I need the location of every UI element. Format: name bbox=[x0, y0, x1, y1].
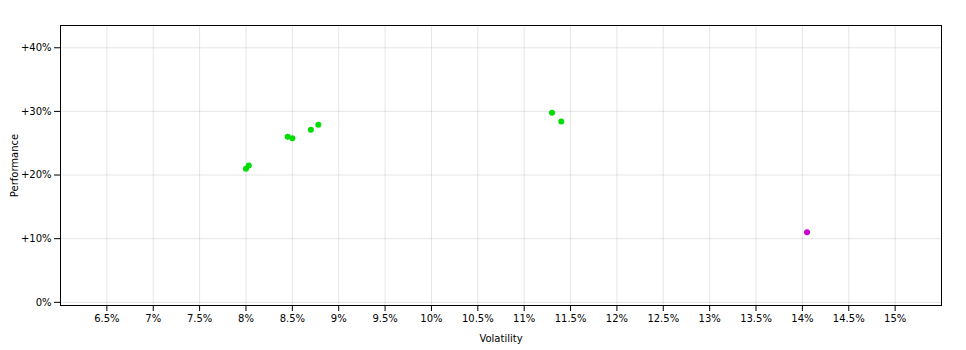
svg-text:10%: 10% bbox=[420, 313, 442, 324]
svg-text:13.5%: 13.5% bbox=[740, 313, 772, 324]
svg-text:12%: 12% bbox=[606, 313, 628, 324]
svg-text:11%: 11% bbox=[513, 313, 535, 324]
svg-text:0%: 0% bbox=[36, 297, 52, 308]
svg-text:14%: 14% bbox=[791, 313, 813, 324]
svg-text:12.5%: 12.5% bbox=[647, 313, 679, 324]
svg-text:7%: 7% bbox=[145, 313, 161, 324]
svg-text:Performance: Performance bbox=[9, 134, 20, 197]
svg-text:+20%: +20% bbox=[21, 169, 52, 180]
svg-text:8%: 8% bbox=[238, 313, 254, 324]
svg-text:9.5%: 9.5% bbox=[372, 313, 397, 324]
svg-text:+40%: +40% bbox=[21, 42, 52, 53]
svg-text:Volatility: Volatility bbox=[479, 333, 522, 344]
svg-text:10.5%: 10.5% bbox=[462, 313, 494, 324]
svg-text:7.5%: 7.5% bbox=[187, 313, 212, 324]
svg-text:+30%: +30% bbox=[21, 106, 52, 117]
svg-text:11.5%: 11.5% bbox=[555, 313, 587, 324]
svg-text:13%: 13% bbox=[699, 313, 721, 324]
svg-text:+10%: +10% bbox=[21, 233, 52, 244]
svg-text:8.5%: 8.5% bbox=[280, 313, 305, 324]
svg-text:15%: 15% bbox=[884, 313, 906, 324]
svg-text:6.5%: 6.5% bbox=[94, 313, 119, 324]
svg-text:9%: 9% bbox=[331, 313, 347, 324]
svg-text:14.5%: 14.5% bbox=[833, 313, 865, 324]
